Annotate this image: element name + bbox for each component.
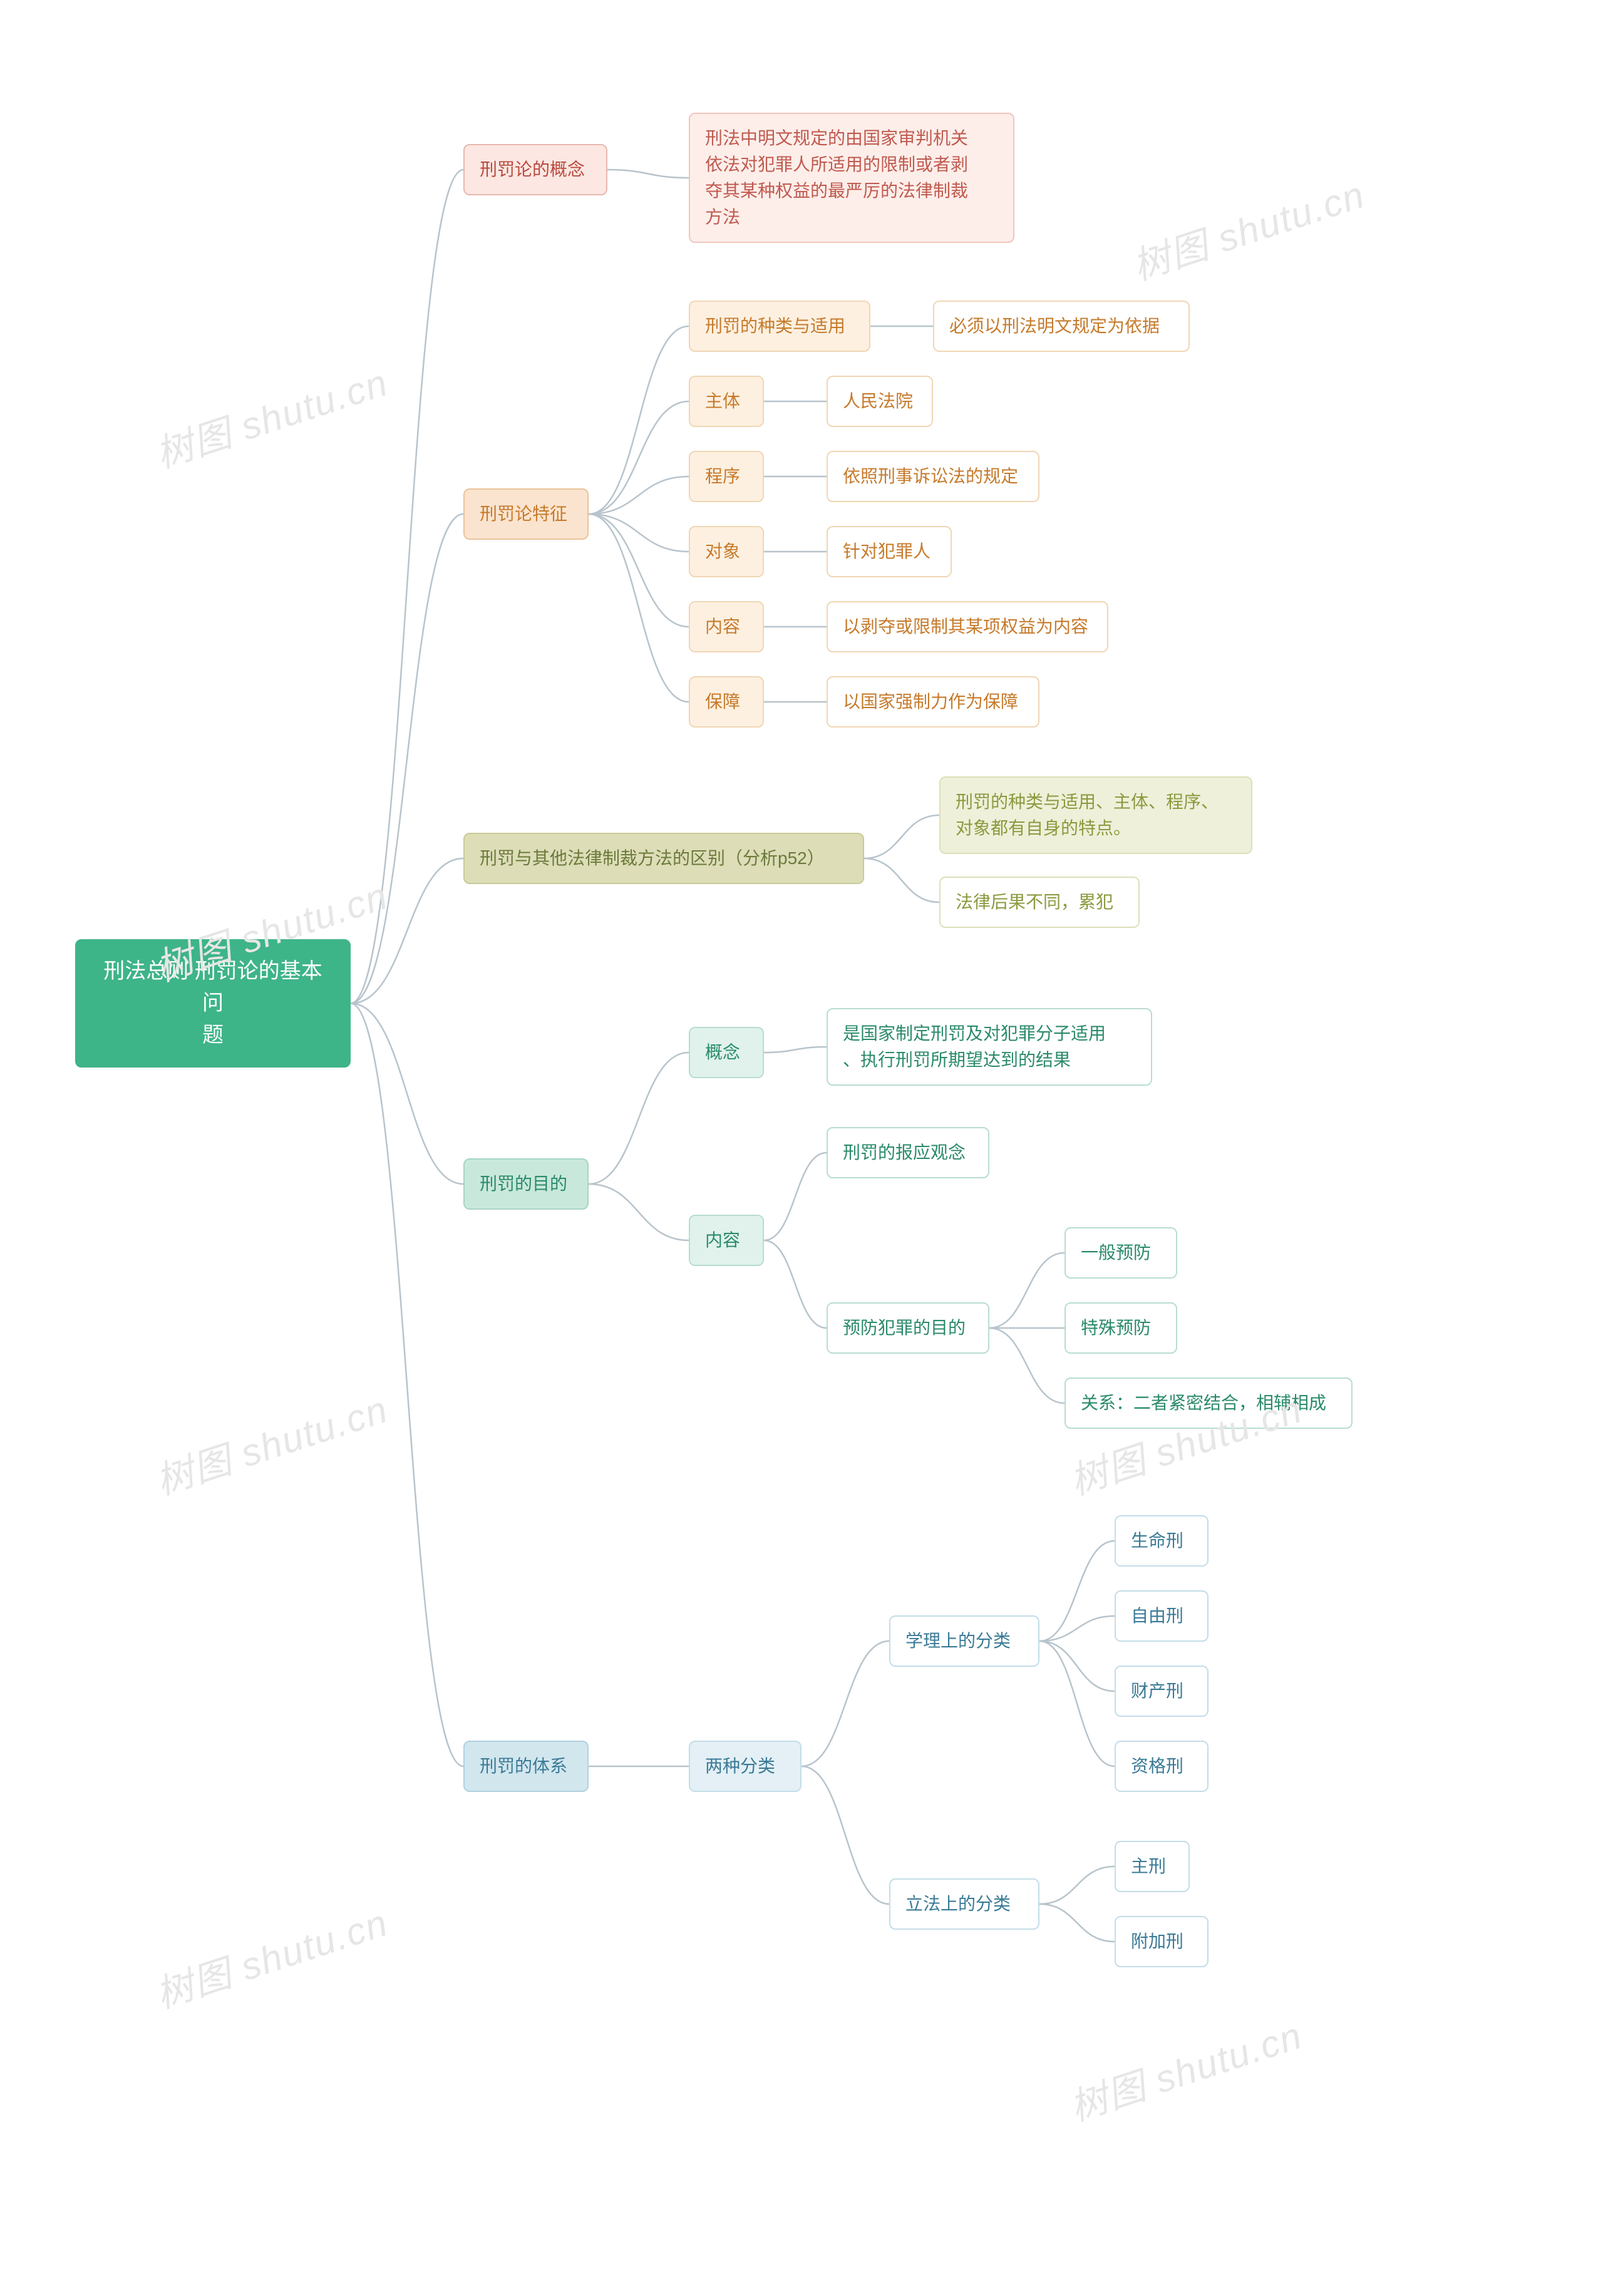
mindmap-node-n2d: 对象: [689, 526, 764, 577]
mindmap-node-n5a1b: 自由刑: [1115, 1590, 1209, 1642]
watermark-text: 树图 shutu.cn: [148, 1379, 394, 1506]
connector: [589, 401, 689, 514]
connector: [764, 1153, 827, 1240]
mindmap-node-n5a2b: 附加刑: [1115, 1916, 1209, 1967]
mindmap-node-n2c: 程序: [689, 451, 764, 502]
mindmap-node-n5a1: 学理上的分类: [889, 1615, 1039, 1667]
mindmap-node-n5a1c: 财产刑: [1115, 1665, 1209, 1717]
mindmap-node-n3b: 法律后果不同，累犯: [939, 877, 1140, 928]
connector: [989, 1253, 1064, 1328]
mindmap-node-n2e1: 以剥夺或限制其某项权益为内容: [827, 601, 1108, 652]
mindmap-node-n2f1: 以国家强制力作为保障: [827, 676, 1039, 728]
connector: [351, 1004, 463, 1185]
mindmap-node-n2f: 保障: [689, 676, 764, 728]
connector: [1039, 1616, 1115, 1641]
mindmap-node-n2b1: 人民法院: [827, 376, 933, 427]
mindmap-node-n2a: 刑罚的种类与适用: [689, 301, 870, 352]
mindmap-node-n2a1: 必须以刑法明文规定为依据: [933, 301, 1190, 352]
mindmap-node-n1: 刑罚论的概念: [463, 144, 607, 195]
watermark-text: 树图 shutu.cn: [1125, 165, 1371, 291]
mindmap-node-n2: 刑罚论特征: [463, 488, 589, 540]
mindmap-node-n5a1d: 资格刑: [1115, 1741, 1209, 1792]
connector: [351, 514, 463, 1004]
mindmap-node-n4a: 概念: [689, 1027, 764, 1078]
connector: [989, 1328, 1064, 1403]
connector: [764, 1047, 827, 1053]
mindmap-node-n2e: 内容: [689, 601, 764, 652]
mindmap-node-n5a: 两种分类: [689, 1741, 802, 1792]
connector: [607, 170, 689, 178]
connector: [802, 1641, 889, 1766]
watermark-text: 树图 shutu.cn: [1062, 2005, 1309, 2132]
connector: [589, 1184, 689, 1240]
mindmap-node-n4b: 内容: [689, 1215, 764, 1266]
connector: [589, 514, 689, 627]
connector: [1039, 1541, 1115, 1641]
connector: [1039, 1904, 1115, 1942]
mindmap-node-n4: 刑罚的目的: [463, 1158, 589, 1210]
connector: [589, 476, 689, 514]
mindmap-node-n3: 刑罚与其他法律制裁方法的区别（分析p52）: [463, 833, 864, 884]
mindmap-node-n5: 刑罚的体系: [463, 1741, 589, 1792]
connector: [1039, 1866, 1115, 1904]
watermark-text: 树图 shutu.cn: [148, 353, 394, 479]
connector: [864, 815, 939, 858]
mindmap-node-n4b2a: 一般预防: [1064, 1227, 1177, 1279]
connector: [864, 858, 939, 902]
mindmap-node-n4a1: 是国家制定刑罚及对犯罪分子适用 、执行刑罚所期望达到的结果: [827, 1008, 1152, 1086]
mindmap-node-n3a: 刑罚的种类与适用、主体、程序、 对象都有自身的特点。: [939, 776, 1252, 854]
mindmap-node-n1a: 刑法中明文规定的由国家审判机关 依法对犯罪人所适用的限制或者剥 夺其某种权益的最…: [689, 113, 1014, 243]
mindmap-node-n5a1a: 生命刑: [1115, 1515, 1209, 1567]
mindmap-node-n2b: 主体: [689, 376, 764, 427]
connector: [589, 514, 689, 702]
mindmap-node-n4b2b: 特殊预防: [1064, 1302, 1177, 1354]
mindmap-node-n2c1: 依照刑事诉讼法的规定: [827, 451, 1039, 502]
mindmap-node-n5a2: 立法上的分类: [889, 1878, 1039, 1930]
mindmap-node-n2d1: 针对犯罪人: [827, 526, 952, 577]
mindmap-node-n5a2a: 主刑: [1115, 1841, 1190, 1892]
mindmap-node-n4b1: 刑罚的报应观念: [827, 1127, 989, 1178]
connector: [589, 1053, 689, 1184]
connector: [802, 1766, 889, 1904]
mindmap-node-n4b2: 预防犯罪的目的: [827, 1302, 989, 1354]
connector: [589, 326, 689, 514]
connector: [1039, 1641, 1115, 1691]
watermark-text: 树图 shutu.cn: [148, 1893, 394, 2019]
connector: [1039, 1641, 1115, 1766]
connector: [589, 514, 689, 552]
connector: [764, 1240, 827, 1328]
